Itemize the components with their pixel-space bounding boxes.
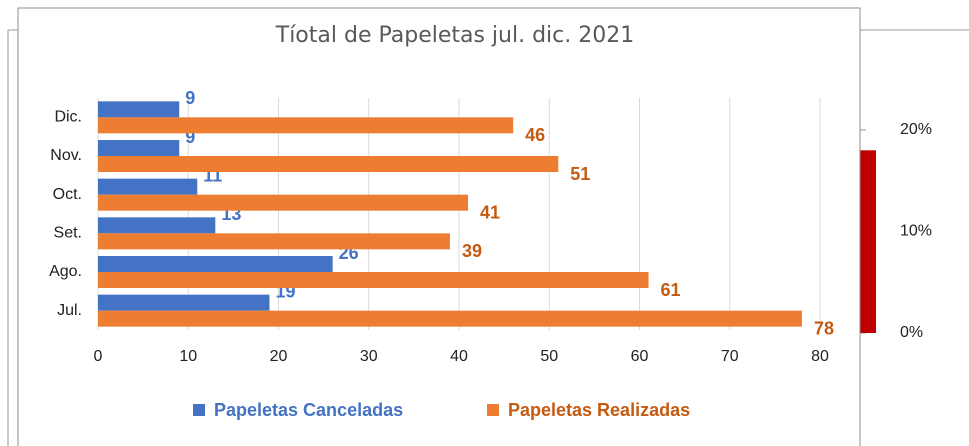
- x-tick-label: 30: [360, 348, 378, 365]
- legend-swatch: [487, 404, 499, 416]
- main-chart: 0 10 20 30 40 50 60 70 80Jul.1978Ago.2661Set.133…: [49, 88, 834, 420]
- bar: [98, 217, 216, 234]
- data-label: 41: [480, 202, 500, 222]
- y-tick-label: Nov.: [50, 147, 82, 164]
- data-label: 51: [570, 164, 590, 184]
- bar: [98, 178, 198, 195]
- y-tick-label: 10%: [900, 223, 932, 240]
- y-tick-label: Set.: [54, 225, 82, 242]
- bar: [98, 294, 270, 311]
- data-label: 9: [185, 127, 195, 147]
- x-tick-label: 70: [721, 348, 739, 365]
- x-tick-label: 0: [94, 348, 103, 365]
- data-label: 39: [462, 241, 482, 261]
- y-tick-label: Jul.: [57, 302, 82, 319]
- data-label: 9: [185, 88, 195, 108]
- bar: [98, 156, 559, 172]
- y-tick-label: 20%: [900, 121, 932, 138]
- y-tick-label: 0%: [900, 324, 923, 341]
- x-tick-label: 10: [179, 348, 197, 365]
- bar: [98, 194, 469, 211]
- x-tick-label: 20: [270, 348, 288, 365]
- bar: [98, 140, 180, 156]
- x-tick-label: 60: [631, 348, 649, 365]
- y-tick-label: Dic.: [54, 109, 82, 126]
- legend-label: Papeletas Canceladas: [214, 400, 403, 420]
- bar: [98, 101, 180, 118]
- bar: [98, 256, 333, 272]
- background-chart: 0% 10% 20%: [860, 121, 932, 341]
- data-label: 46: [525, 125, 545, 145]
- bar: [860, 150, 876, 333]
- x-tick-label: 40: [450, 348, 468, 365]
- legend-label: Papeletas Realizadas: [508, 400, 690, 420]
- background-frame: [7, 29, 969, 446]
- x-tick-label: 50: [540, 348, 558, 365]
- bar: [98, 117, 514, 134]
- data-label: 78: [814, 318, 834, 338]
- data-label: 61: [661, 280, 681, 300]
- y-tick-label: Ago.: [49, 263, 82, 280]
- chart-title: Tíotal de Papeletas jul. dic. 2021: [275, 23, 635, 48]
- x-tick-label: 80: [811, 348, 829, 365]
- bar: [98, 272, 649, 288]
- legend-swatch: [193, 404, 205, 416]
- y-tick-label: Oct.: [53, 186, 82, 203]
- bar: [98, 310, 802, 327]
- bar: [98, 233, 450, 250]
